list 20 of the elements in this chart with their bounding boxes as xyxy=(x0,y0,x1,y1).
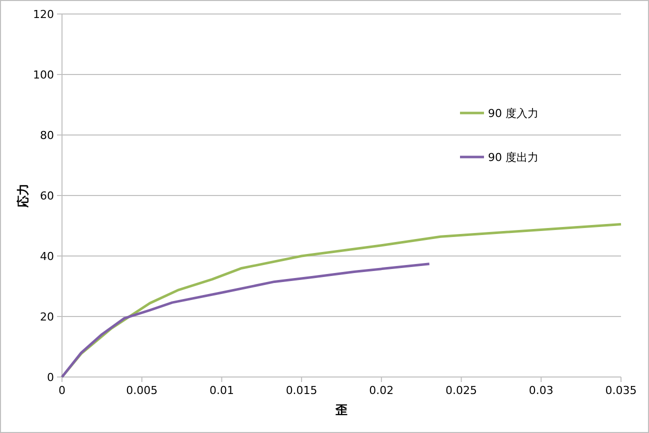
y-tick-label: 100 xyxy=(33,68,54,82)
x-tick-label: 0.005 xyxy=(126,384,158,397)
y-tick-label: 40 xyxy=(40,250,54,263)
line-series xyxy=(60,262,431,378)
y-tick-label: 0 xyxy=(47,371,54,384)
y-tick-label: 80 xyxy=(40,129,54,142)
x-tick-label: 0.025 xyxy=(446,384,478,397)
legend-label: 90 度入力 xyxy=(488,107,538,120)
x-tick-label: 0.03 xyxy=(528,384,554,397)
x-tick-label: 0.01 xyxy=(209,384,234,397)
y-axis-title: 応力 xyxy=(16,184,30,208)
x-tick-label: 0.015 xyxy=(286,384,318,397)
x-tick-label: 0.035 xyxy=(605,384,637,397)
y-tick-label: 20 xyxy=(40,310,54,324)
y-tick-label: 60 xyxy=(40,190,54,202)
x-tick-label: 0 xyxy=(58,384,66,397)
x-axis-title: 歪 xyxy=(334,403,348,417)
legend-label: 90 度出力 xyxy=(488,151,538,164)
y-tick-label: 120 xyxy=(33,8,54,21)
x-tick-label: 0.02 xyxy=(369,384,394,397)
